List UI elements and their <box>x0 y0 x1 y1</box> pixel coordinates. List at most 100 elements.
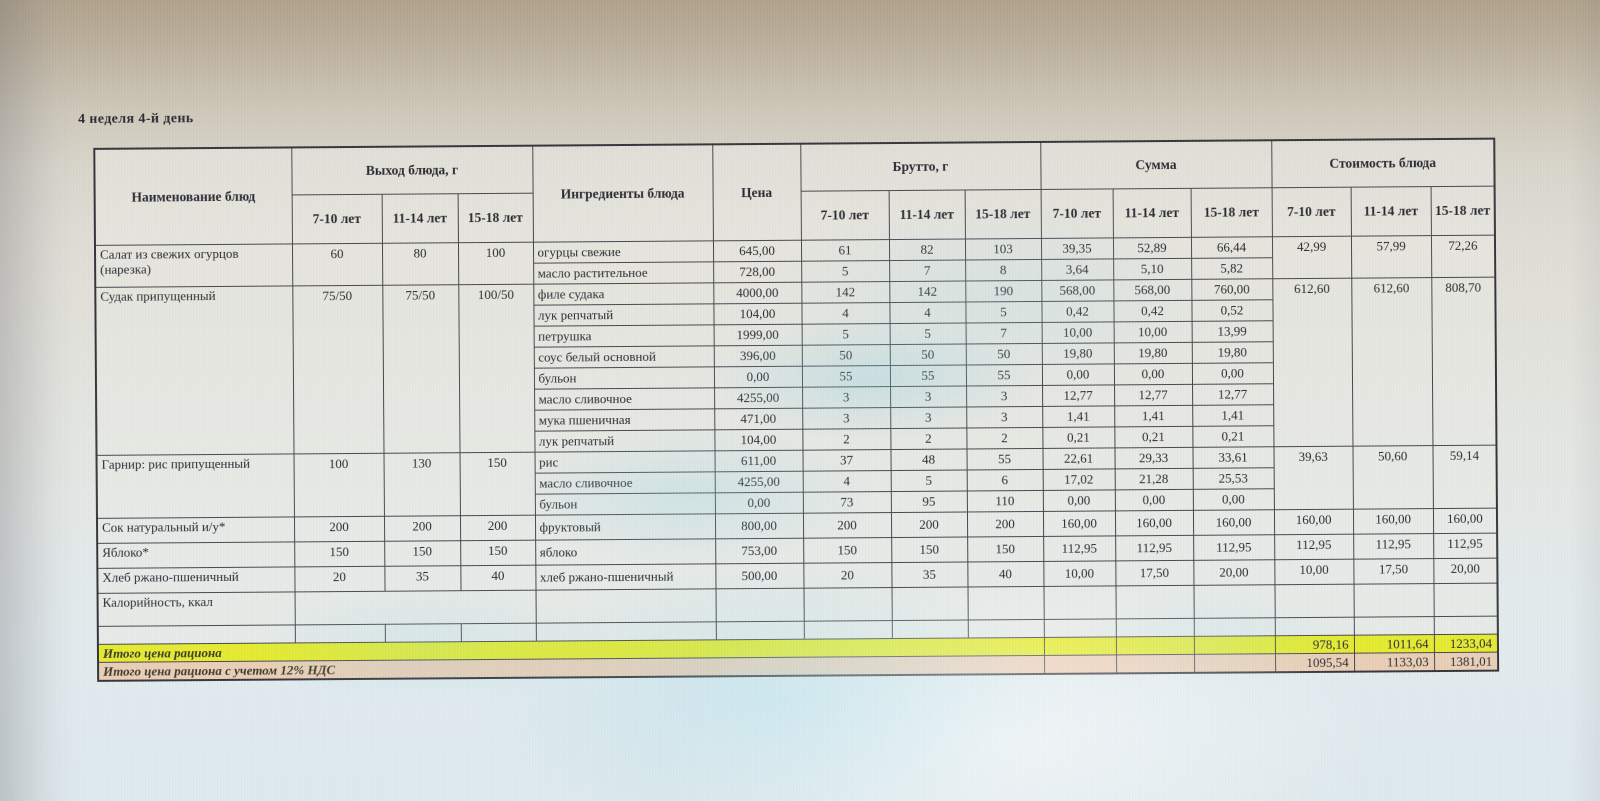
brutto-cell: 200 <box>890 511 968 538</box>
calories-value-cell <box>1433 583 1498 617</box>
calories-value-cell <box>891 586 968 621</box>
sum-cell: 160,00 <box>1115 510 1194 536</box>
empty-cell <box>891 619 968 639</box>
price-cell: 500,00 <box>715 563 804 589</box>
total-empty-cell <box>1194 653 1276 673</box>
sum-cell: 1,41 <box>1114 405 1193 427</box>
ingredient-cell: масло сливочное <box>534 471 715 495</box>
output-cell: 100 <box>457 242 534 285</box>
total-value-cell: 1011,64 <box>1353 634 1435 654</box>
output-cell: 60 <box>291 243 383 286</box>
output-cell: 75/50 <box>292 285 384 454</box>
price-cell: 728,00 <box>713 261 802 283</box>
sum-cell: 29,33 <box>1114 447 1193 469</box>
brutto-cell: 95 <box>890 490 967 513</box>
cost-cell: 59,14 <box>1432 445 1498 509</box>
brutto-cell: 5 <box>889 322 966 345</box>
cost-cell: 10,00 <box>1274 559 1354 585</box>
sum-cell: 3,64 <box>1041 258 1114 281</box>
brutto-cell: 3 <box>966 385 1043 407</box>
price-cell: 0,00 <box>713 366 803 388</box>
ingredient-cell: бульон <box>533 366 715 390</box>
output-cell: 100 <box>293 453 384 517</box>
sum-cell: 160,00 <box>1043 510 1116 537</box>
brutto-cell: 2 <box>966 427 1043 449</box>
total-empty-cell <box>1116 654 1195 674</box>
brutto-cell: 5 <box>801 323 890 346</box>
header-age-group: 11-14 лет <box>381 193 458 244</box>
price-cell: 4255,00 <box>714 387 803 409</box>
ingredient-cell: яблоко <box>535 538 716 566</box>
calories-ingredient-cell <box>535 588 716 624</box>
price-cell: 0,00 <box>714 492 803 514</box>
sum-cell: 66,44 <box>1191 236 1273 259</box>
empty-cell <box>460 623 536 642</box>
empty-cell <box>1043 618 1116 638</box>
sum-cell: 568,00 <box>1113 279 1192 301</box>
header-age-group: 15-18 лет <box>1190 187 1273 238</box>
brutto-cell: 110 <box>966 490 1044 512</box>
total-value-cell: 1381,01 <box>1434 652 1499 672</box>
brutto-cell: 142 <box>889 281 966 303</box>
sum-cell: 19,80 <box>1041 342 1114 365</box>
header-age-group: 15-18 лет <box>1430 186 1496 236</box>
sum-cell: 12,77 <box>1114 384 1193 406</box>
sum-cell: 0,42 <box>1041 300 1114 323</box>
brutto-cell: 55 <box>889 364 967 387</box>
sum-cell: 17,02 <box>1042 468 1115 491</box>
dish-name-cell: Сок натуральный и/у* <box>96 516 295 544</box>
brutto-cell: 5 <box>801 260 890 283</box>
brutto-cell: 82 <box>888 239 966 261</box>
sum-cell: 52,89 <box>1113 237 1192 259</box>
ingredient-cell: огурцы свежие <box>532 240 714 264</box>
brutto-cell: 150 <box>891 536 968 563</box>
empty-cell <box>1433 616 1498 635</box>
sum-cell: 17,50 <box>1115 560 1194 586</box>
output-cell: 75/50 <box>382 284 460 454</box>
brutto-cell: 50 <box>965 343 1042 365</box>
header-age-group: 11-14 лет <box>888 190 965 240</box>
cost-cell: 160,00 <box>1433 508 1498 534</box>
total-value-cell: 978,16 <box>1274 635 1355 654</box>
cost-cell: 57,99 <box>1351 235 1432 279</box>
price-cell: 104,00 <box>713 303 802 325</box>
sum-cell: 0,00 <box>1113 363 1193 385</box>
sum-cell: 0,00 <box>1192 488 1275 511</box>
brutto-cell: 7 <box>965 322 1042 344</box>
ingredient-cell: масло сливочное <box>534 387 715 411</box>
header-age-group: 7-10 лет <box>291 194 382 244</box>
menu-table-body: Наименование блюд Выход блюда, г Ингредиен… <box>94 138 1499 681</box>
sum-cell: 5,10 <box>1113 258 1192 280</box>
sum-cell: 21,28 <box>1114 468 1193 490</box>
output-cell: 150 <box>384 540 461 567</box>
empty-cell <box>97 624 295 645</box>
sum-cell: 5,82 <box>1191 257 1273 280</box>
output-cell: 40 <box>460 565 536 591</box>
brutto-cell: 3 <box>802 386 891 409</box>
header-dish-name: Наименование блюд <box>94 147 292 246</box>
brutto-cell: 150 <box>967 536 1044 562</box>
calories-output-cell <box>294 590 536 625</box>
brutto-cell: 3 <box>890 385 967 408</box>
brutto-cell: 142 <box>801 281 890 304</box>
ingredient-cell: соус белый основной <box>533 345 714 369</box>
sum-cell: 12,77 <box>1042 384 1115 407</box>
sum-cell: 1,41 <box>1042 405 1115 428</box>
calories-value-cell <box>1274 584 1354 618</box>
ingredient-cell: лук репчатый <box>533 303 714 327</box>
sum-cell: 12,77 <box>1192 383 1274 406</box>
header-age-group: 11-14 лет <box>1112 188 1192 238</box>
total-empty-cell <box>1115 636 1195 655</box>
sum-cell: 10,00 <box>1113 321 1192 343</box>
output-cell: 200 <box>459 515 536 541</box>
sum-cell: 0,52 <box>1191 299 1273 322</box>
price-cell: 104,00 <box>714 429 803 451</box>
ingredient-cell: петрушка <box>533 324 714 348</box>
sum-cell: 10,00 <box>1043 560 1116 587</box>
cost-cell: 112,95 <box>1433 533 1498 559</box>
brutto-cell: 4 <box>889 301 966 324</box>
total-value-cell: 1095,54 <box>1275 653 1355 673</box>
header-cost-group: Стоимость блюда <box>1271 138 1495 188</box>
price-cell: 753,00 <box>715 538 804 564</box>
cost-cell: 612,60 <box>1272 278 1353 447</box>
